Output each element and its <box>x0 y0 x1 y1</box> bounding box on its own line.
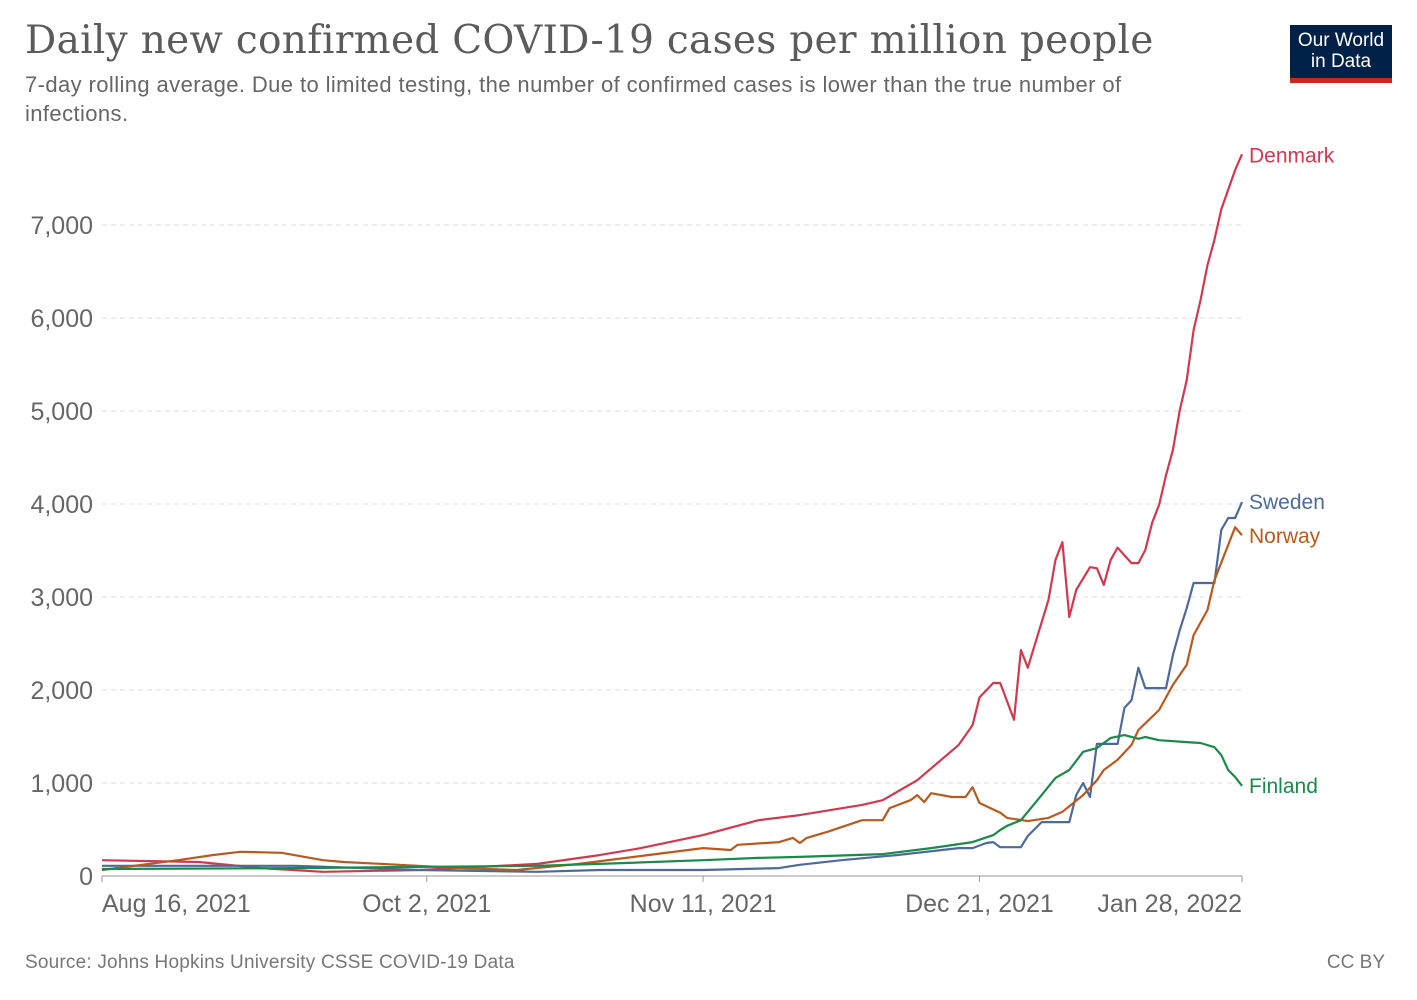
y-tick-label: 3,000 <box>30 584 93 612</box>
y-tick-label: 2,000 <box>30 677 93 705</box>
gridlines <box>102 224 1242 784</box>
x-tick-label: Dec 21, 2021 <box>905 890 1054 918</box>
series-lines <box>101 153 1244 873</box>
chart-title: Daily new confirmed COVID-19 cases per m… <box>25 18 1154 63</box>
owid-logo[interactable]: Our World in Data <box>1290 25 1392 83</box>
series-label-denmark[interactable]: Denmark <box>1249 144 1335 167</box>
logo-line-2: in Data <box>1310 51 1372 72</box>
x-tick-label: Aug 16, 2021 <box>102 890 251 918</box>
series-line-finland[interactable] <box>101 734 1243 871</box>
license-link[interactable]: CC BY <box>1326 952 1385 973</box>
series-line-sweden[interactable] <box>102 501 1244 873</box>
x-tick-label: Oct 2, 2021 <box>362 890 491 918</box>
y-tick-label: 0 <box>79 863 93 891</box>
y-tick-label: 5,000 <box>30 398 93 426</box>
y-tick-label: 6,000 <box>30 305 93 333</box>
series-labels: Denmark Sweden Norway Finland <box>1249 144 1335 797</box>
y-tick-label: 4,000 <box>30 491 93 519</box>
series-label-finland[interactable]: Finland <box>1249 775 1318 798</box>
y-tick-label: 7,000 <box>30 212 93 240</box>
series-line-norway[interactable] <box>101 526 1243 872</box>
source-note: Source: Johns Hopkins University CSSE CO… <box>25 952 515 973</box>
chart-subtitle: 7-day rolling average. Due to limited te… <box>25 72 1122 126</box>
series-label-norway[interactable]: Norway <box>1249 525 1321 548</box>
logo-line-1: Our World <box>1297 30 1385 51</box>
y-axis-ticks: 0 1,000 2,000 3,000 4,000 5,000 6,000 7,000 <box>30 212 93 891</box>
x-tick-label: Jan 28, 2022 <box>1097 890 1242 918</box>
series-label-sweden[interactable]: Sweden <box>1249 491 1325 514</box>
x-axis: Aug 16, 2021 Oct 2, 2021 Nov 11, 2021 Dec 2… <box>101 875 1243 918</box>
x-tick-label: Nov 11, 2021 <box>630 890 777 918</box>
y-tick-label: 1,000 <box>30 770 93 798</box>
series-line-denmark[interactable] <box>101 153 1244 873</box>
